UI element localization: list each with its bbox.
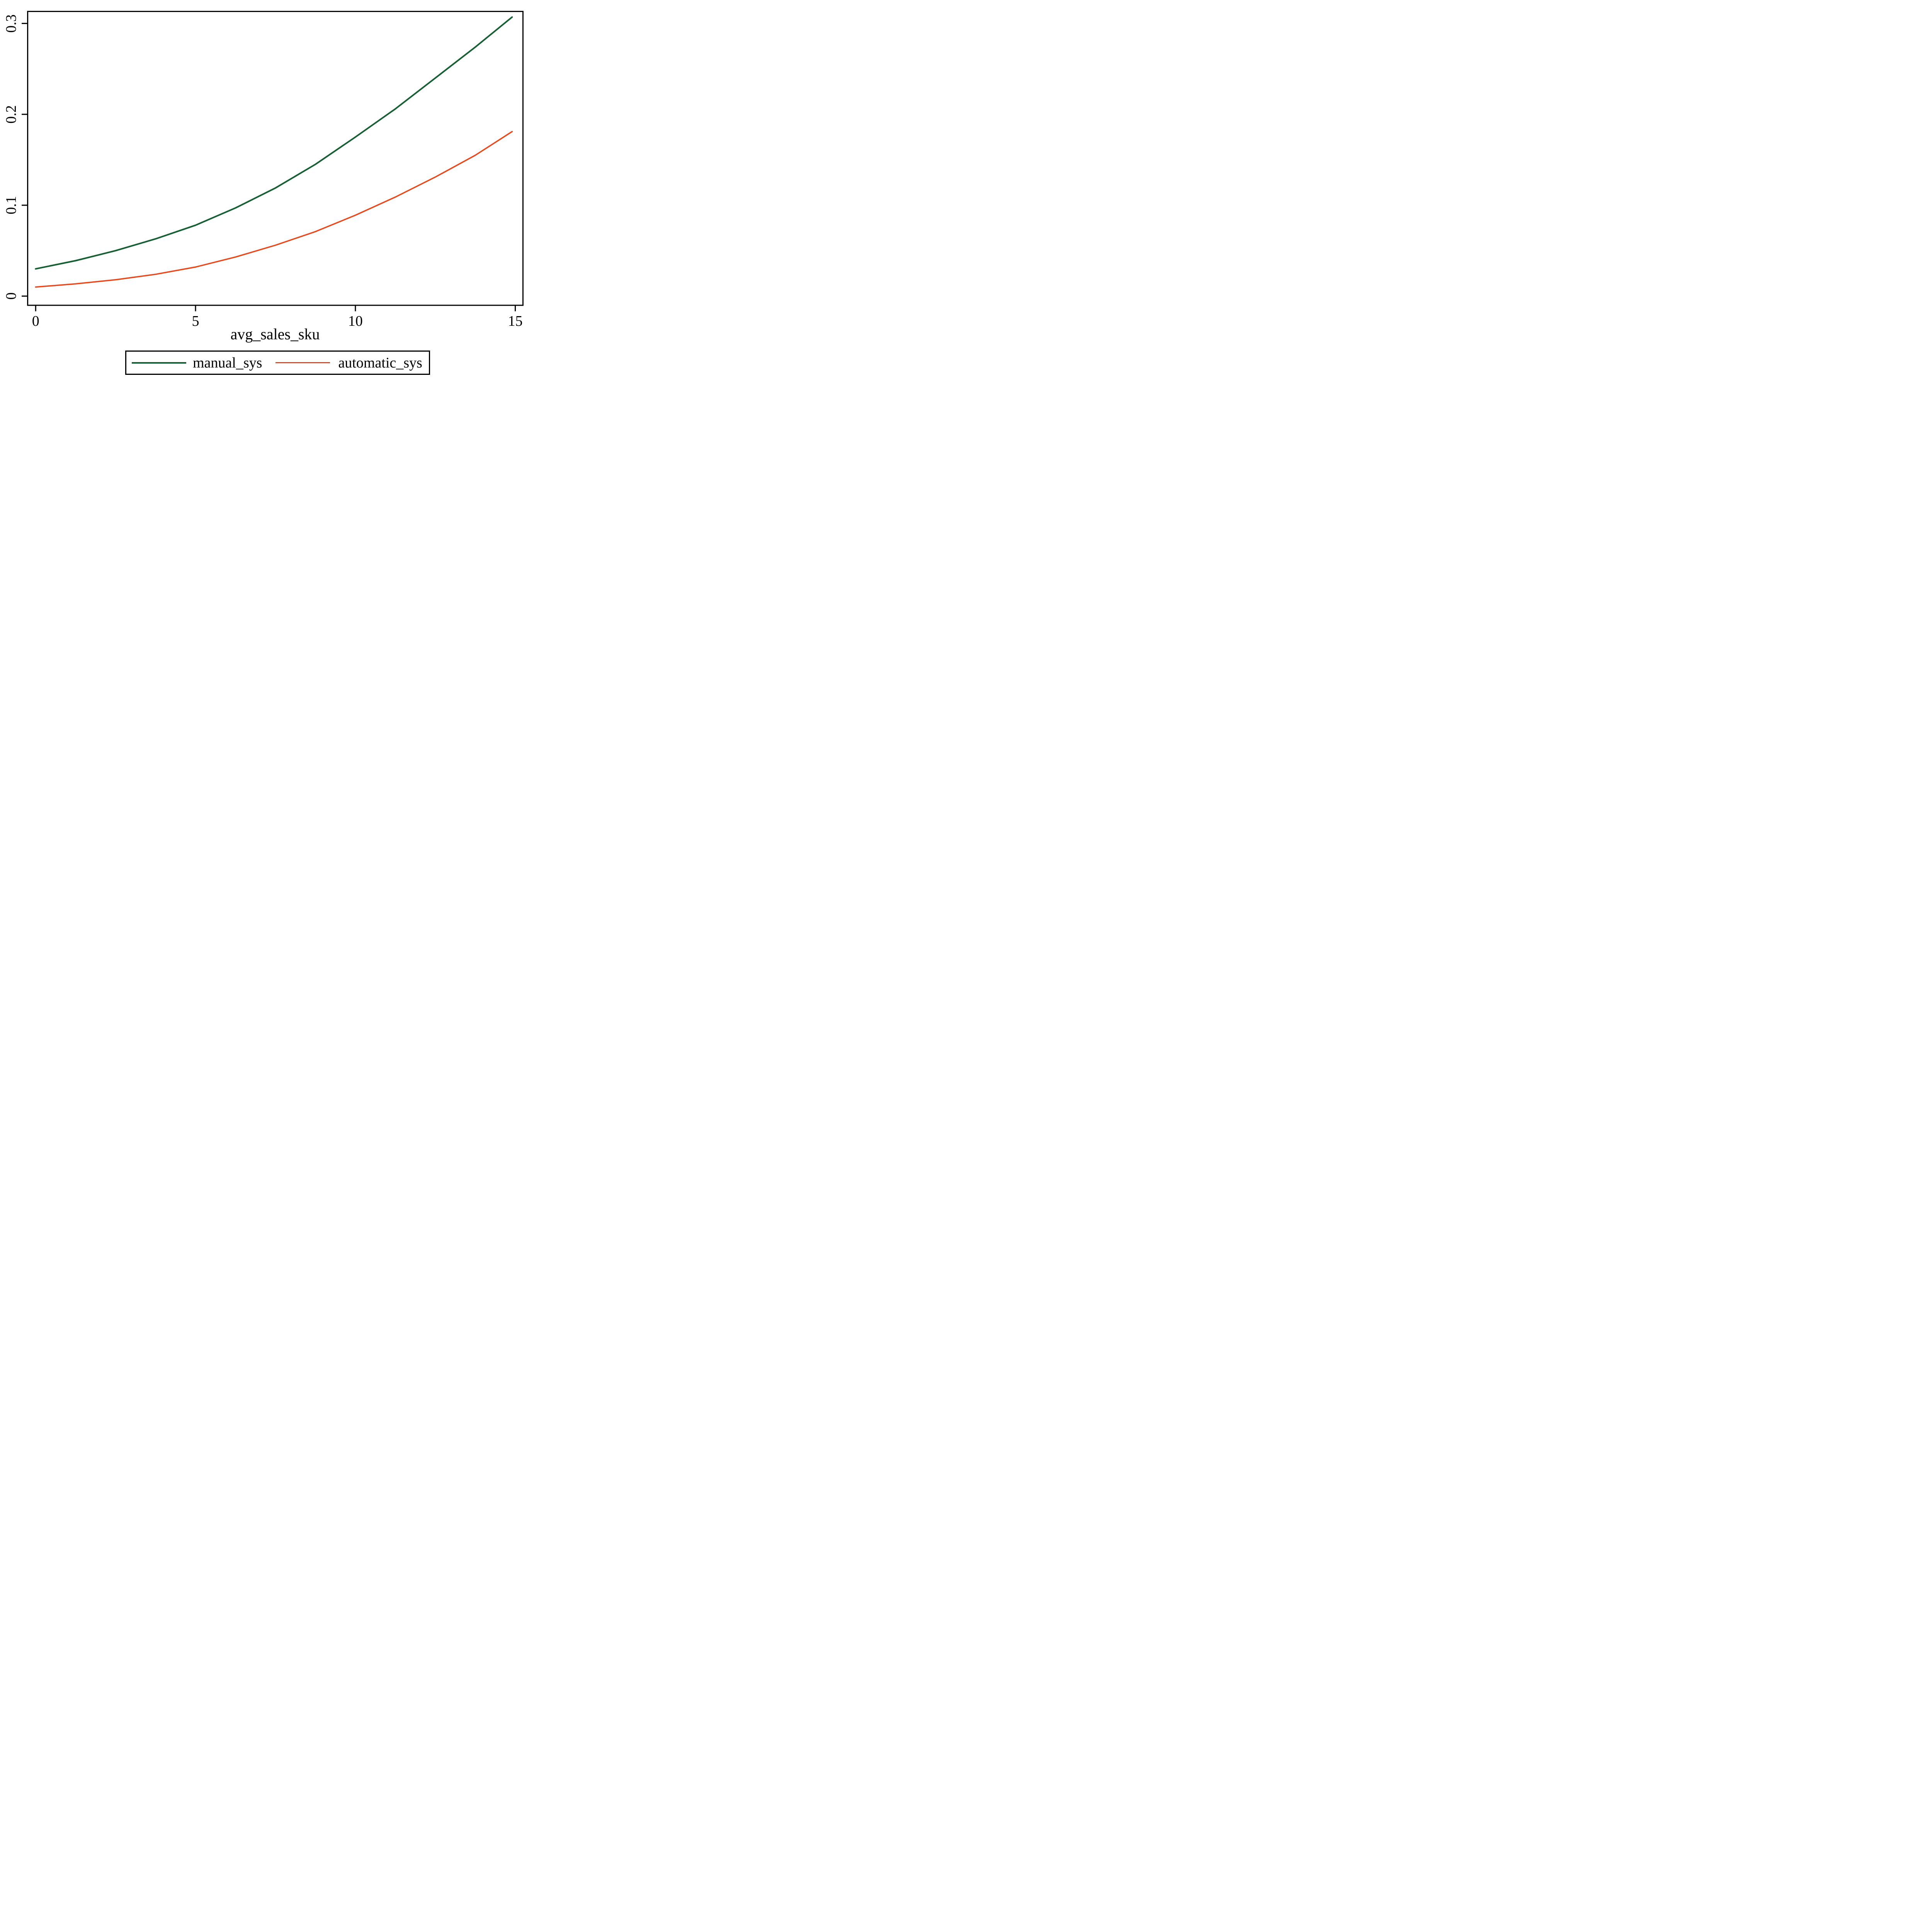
- legend-label-manual-sys: manual_sys: [193, 354, 262, 371]
- x-tick-label-10: 10: [348, 313, 363, 329]
- legend: manual_sys automatic_sys: [125, 351, 430, 375]
- x-tick-label-15: 15: [508, 313, 523, 329]
- stata-line-chart: 0.3 0.2 0.1 0 0 5 10 15 avg_sales_sku ma…: [0, 0, 532, 383]
- plot-canvas: [22, 11, 524, 311]
- y-tick-label-0-2: 0.2: [3, 105, 19, 124]
- legend-line-manual-sys: [132, 362, 186, 364]
- y-tick-label-0-1: 0.1: [3, 196, 19, 214]
- x-axis-title: avg_sales_sku: [230, 325, 320, 343]
- y-tick-label-0-3: 0.3: [3, 14, 19, 33]
- legend-line-automatic-sys: [276, 362, 330, 364]
- x-tick-label-0: 0: [32, 313, 39, 329]
- y-tick-label-0: 0: [3, 292, 19, 300]
- legend-label-automatic-sys: automatic_sys: [338, 354, 422, 371]
- x-tick-label-5: 5: [192, 313, 199, 329]
